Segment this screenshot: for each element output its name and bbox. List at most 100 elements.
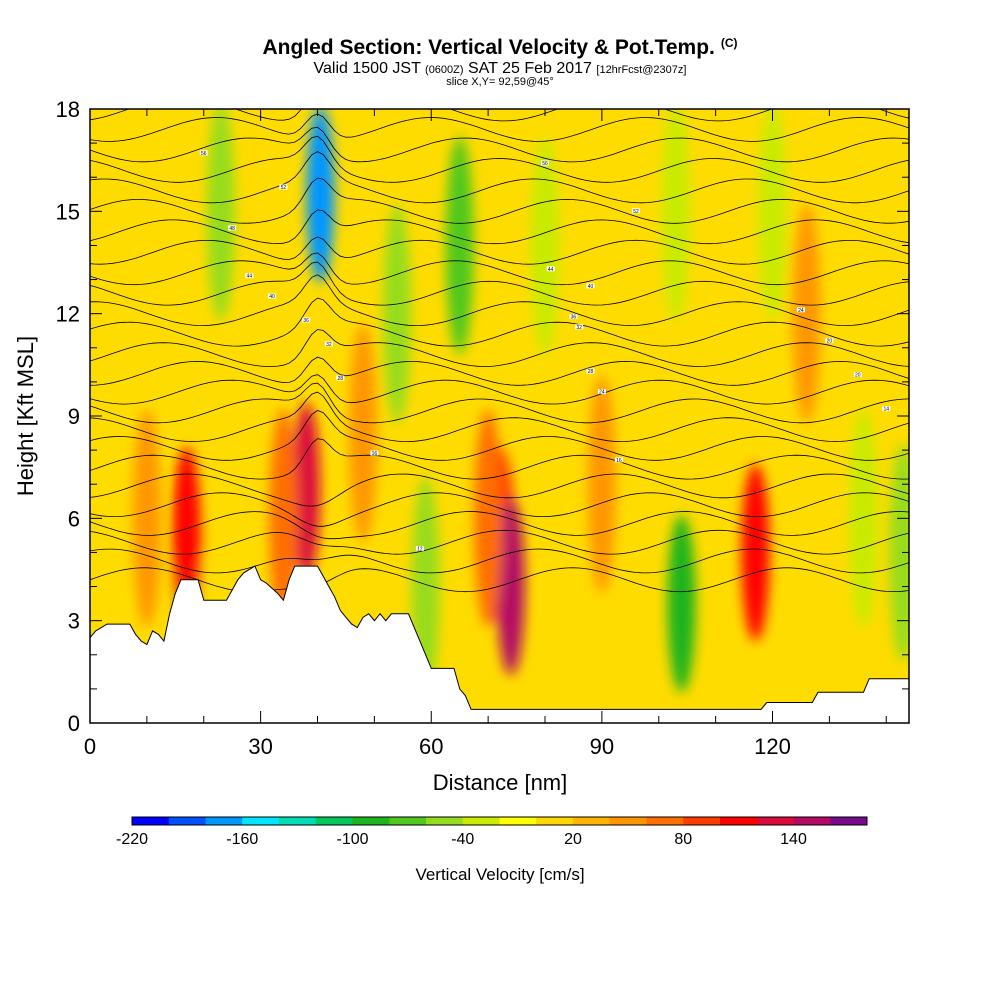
contour-label-bg-0 (199, 150, 208, 156)
contour-label-bg-17 (597, 389, 606, 395)
colorbar-tick-label: 140 (780, 831, 807, 848)
isentrope-3 (90, 511, 909, 540)
contour-label-13: 40 (588, 284, 594, 290)
y-axis-label: Height [Kft MSL] (13, 336, 38, 496)
isentrope-1 (90, 548, 909, 574)
contour-label-6: 32 (326, 342, 332, 348)
colorbar-swatch-19 (830, 817, 868, 825)
velocity-cell-3 (306, 109, 335, 283)
subtitle-zulu: (0600Z) (425, 64, 464, 76)
colorbar-swatch-2 (205, 817, 243, 825)
velocity-cell-5 (269, 409, 298, 628)
colorbar-swatch-4 (279, 817, 317, 825)
isentrope-4 (90, 492, 909, 527)
isentrope-10 (90, 374, 909, 405)
contour-label-22: 14 (883, 407, 889, 413)
contour-label-14: 36 (571, 315, 577, 321)
velocity-cell-10 (496, 497, 525, 676)
x-tick-label: 120 (754, 734, 791, 759)
contour-label-bg-22 (882, 406, 891, 412)
y-tick-label: 3 (68, 609, 80, 634)
isentrope-8 (90, 391, 909, 443)
colorbar-tick-label: 80 (674, 831, 692, 848)
velocity-cell-8 (445, 136, 474, 355)
colorbar-swatch-11 (536, 817, 574, 825)
isentrope-20 (90, 151, 909, 204)
contour-label-4: 40 (269, 294, 275, 300)
colorbar-swatch-12 (573, 817, 611, 825)
isentrope-0 (90, 567, 909, 593)
velocity-cell-13 (661, 109, 690, 321)
chart-title-text: Angled Section: Vertical Velocity & Pot.… (262, 36, 715, 59)
isentrope-13 (90, 297, 909, 347)
colorbar-swatch-10 (499, 817, 537, 825)
colorbar-swatch-3 (242, 817, 280, 825)
contour-label-bg-20 (825, 337, 834, 343)
y-tick-label: 6 (68, 506, 80, 531)
potential-temperature-contours (90, 109, 909, 593)
isentrope-16 (90, 252, 909, 286)
contour-label-bg-2 (228, 225, 237, 231)
colorbar-swatch-17 (756, 817, 794, 825)
colorbar-swatch-5 (315, 817, 353, 825)
contour-label-16: 28 (588, 369, 594, 375)
colorbar-swatch-9 (462, 817, 500, 825)
contour-label-19: 24 (798, 308, 804, 314)
isentrope-24 (90, 109, 909, 122)
x-tick-label: 90 (590, 734, 614, 759)
terrain (90, 565, 909, 723)
velocity-cell-16 (758, 109, 787, 321)
colorbar-frame (131, 816, 868, 826)
colorbar-swatch-15 (683, 817, 721, 825)
isentrope-15 (90, 261, 909, 306)
contour-label-bg-5 (302, 317, 311, 323)
chart-slice: slice X,Y= 92,59@45° (446, 76, 554, 88)
velocity-cell-21 (587, 375, 616, 594)
contour-label-bg-16 (586, 368, 595, 374)
colorbar-swatch-7 (389, 817, 427, 825)
subtitle-date: SAT 25 Feb 2017 (463, 60, 597, 77)
velocity-cell-19 (132, 409, 161, 628)
contour-label-bg-21 (853, 372, 862, 378)
x-tick-label: 60 (419, 734, 443, 759)
colorbar-swatch-16 (720, 817, 758, 825)
velocity-cell-15 (741, 463, 770, 642)
x-tick-label: 0 (84, 734, 96, 759)
colorbar-tick-label: -220 (116, 831, 148, 848)
contour-label-15: 32 (576, 325, 582, 331)
contour-label-bg-10 (541, 160, 549, 166)
isentrope-23 (90, 113, 909, 142)
velocity-cell-22 (792, 204, 821, 423)
isentrope-14 (90, 274, 909, 327)
contour-label-bg-13 (586, 283, 595, 289)
contour-label-12: 44 (548, 267, 554, 273)
colorbar-swatch-14 (646, 817, 684, 825)
isentrope-5 (90, 473, 909, 507)
isentrope-11 (90, 356, 909, 386)
chart-subtitle: Valid 1500 JST (0600Z) SAT 25 Feb 2017 [… (0, 60, 1000, 78)
isentrope-19 (90, 177, 909, 224)
velocity-cell-18 (889, 443, 909, 662)
contour-label-bg-8 (370, 450, 379, 456)
isentrope-2 (90, 529, 909, 555)
contour-label-bg-4 (268, 293, 276, 299)
chart-title: Angled Section: Vertical Velocity & Pot.… (0, 36, 1000, 60)
velocity-cell-14 (667, 514, 696, 693)
velocity-cell-2 (206, 109, 235, 321)
isentrope-22 (90, 126, 909, 163)
contour-label-bg-3 (245, 273, 254, 279)
contour-label-0: 56 (201, 151, 207, 157)
colorbar-swatch-1 (168, 817, 206, 825)
isentrope-9 (90, 382, 909, 424)
contour-label-bg-12 (546, 266, 555, 272)
colorbar-swatch-6 (352, 817, 390, 825)
contour-label-bg-1 (279, 184, 288, 190)
colorbar-swatch-13 (609, 817, 647, 825)
subtitle-valid: Valid 1500 JST (313, 60, 426, 77)
colorbar-tick-label: 20 (564, 831, 582, 848)
colorbar-swatch-0 (132, 817, 170, 825)
contour-label-9: 12 (417, 547, 423, 553)
contour-label-bg-11 (632, 208, 640, 214)
